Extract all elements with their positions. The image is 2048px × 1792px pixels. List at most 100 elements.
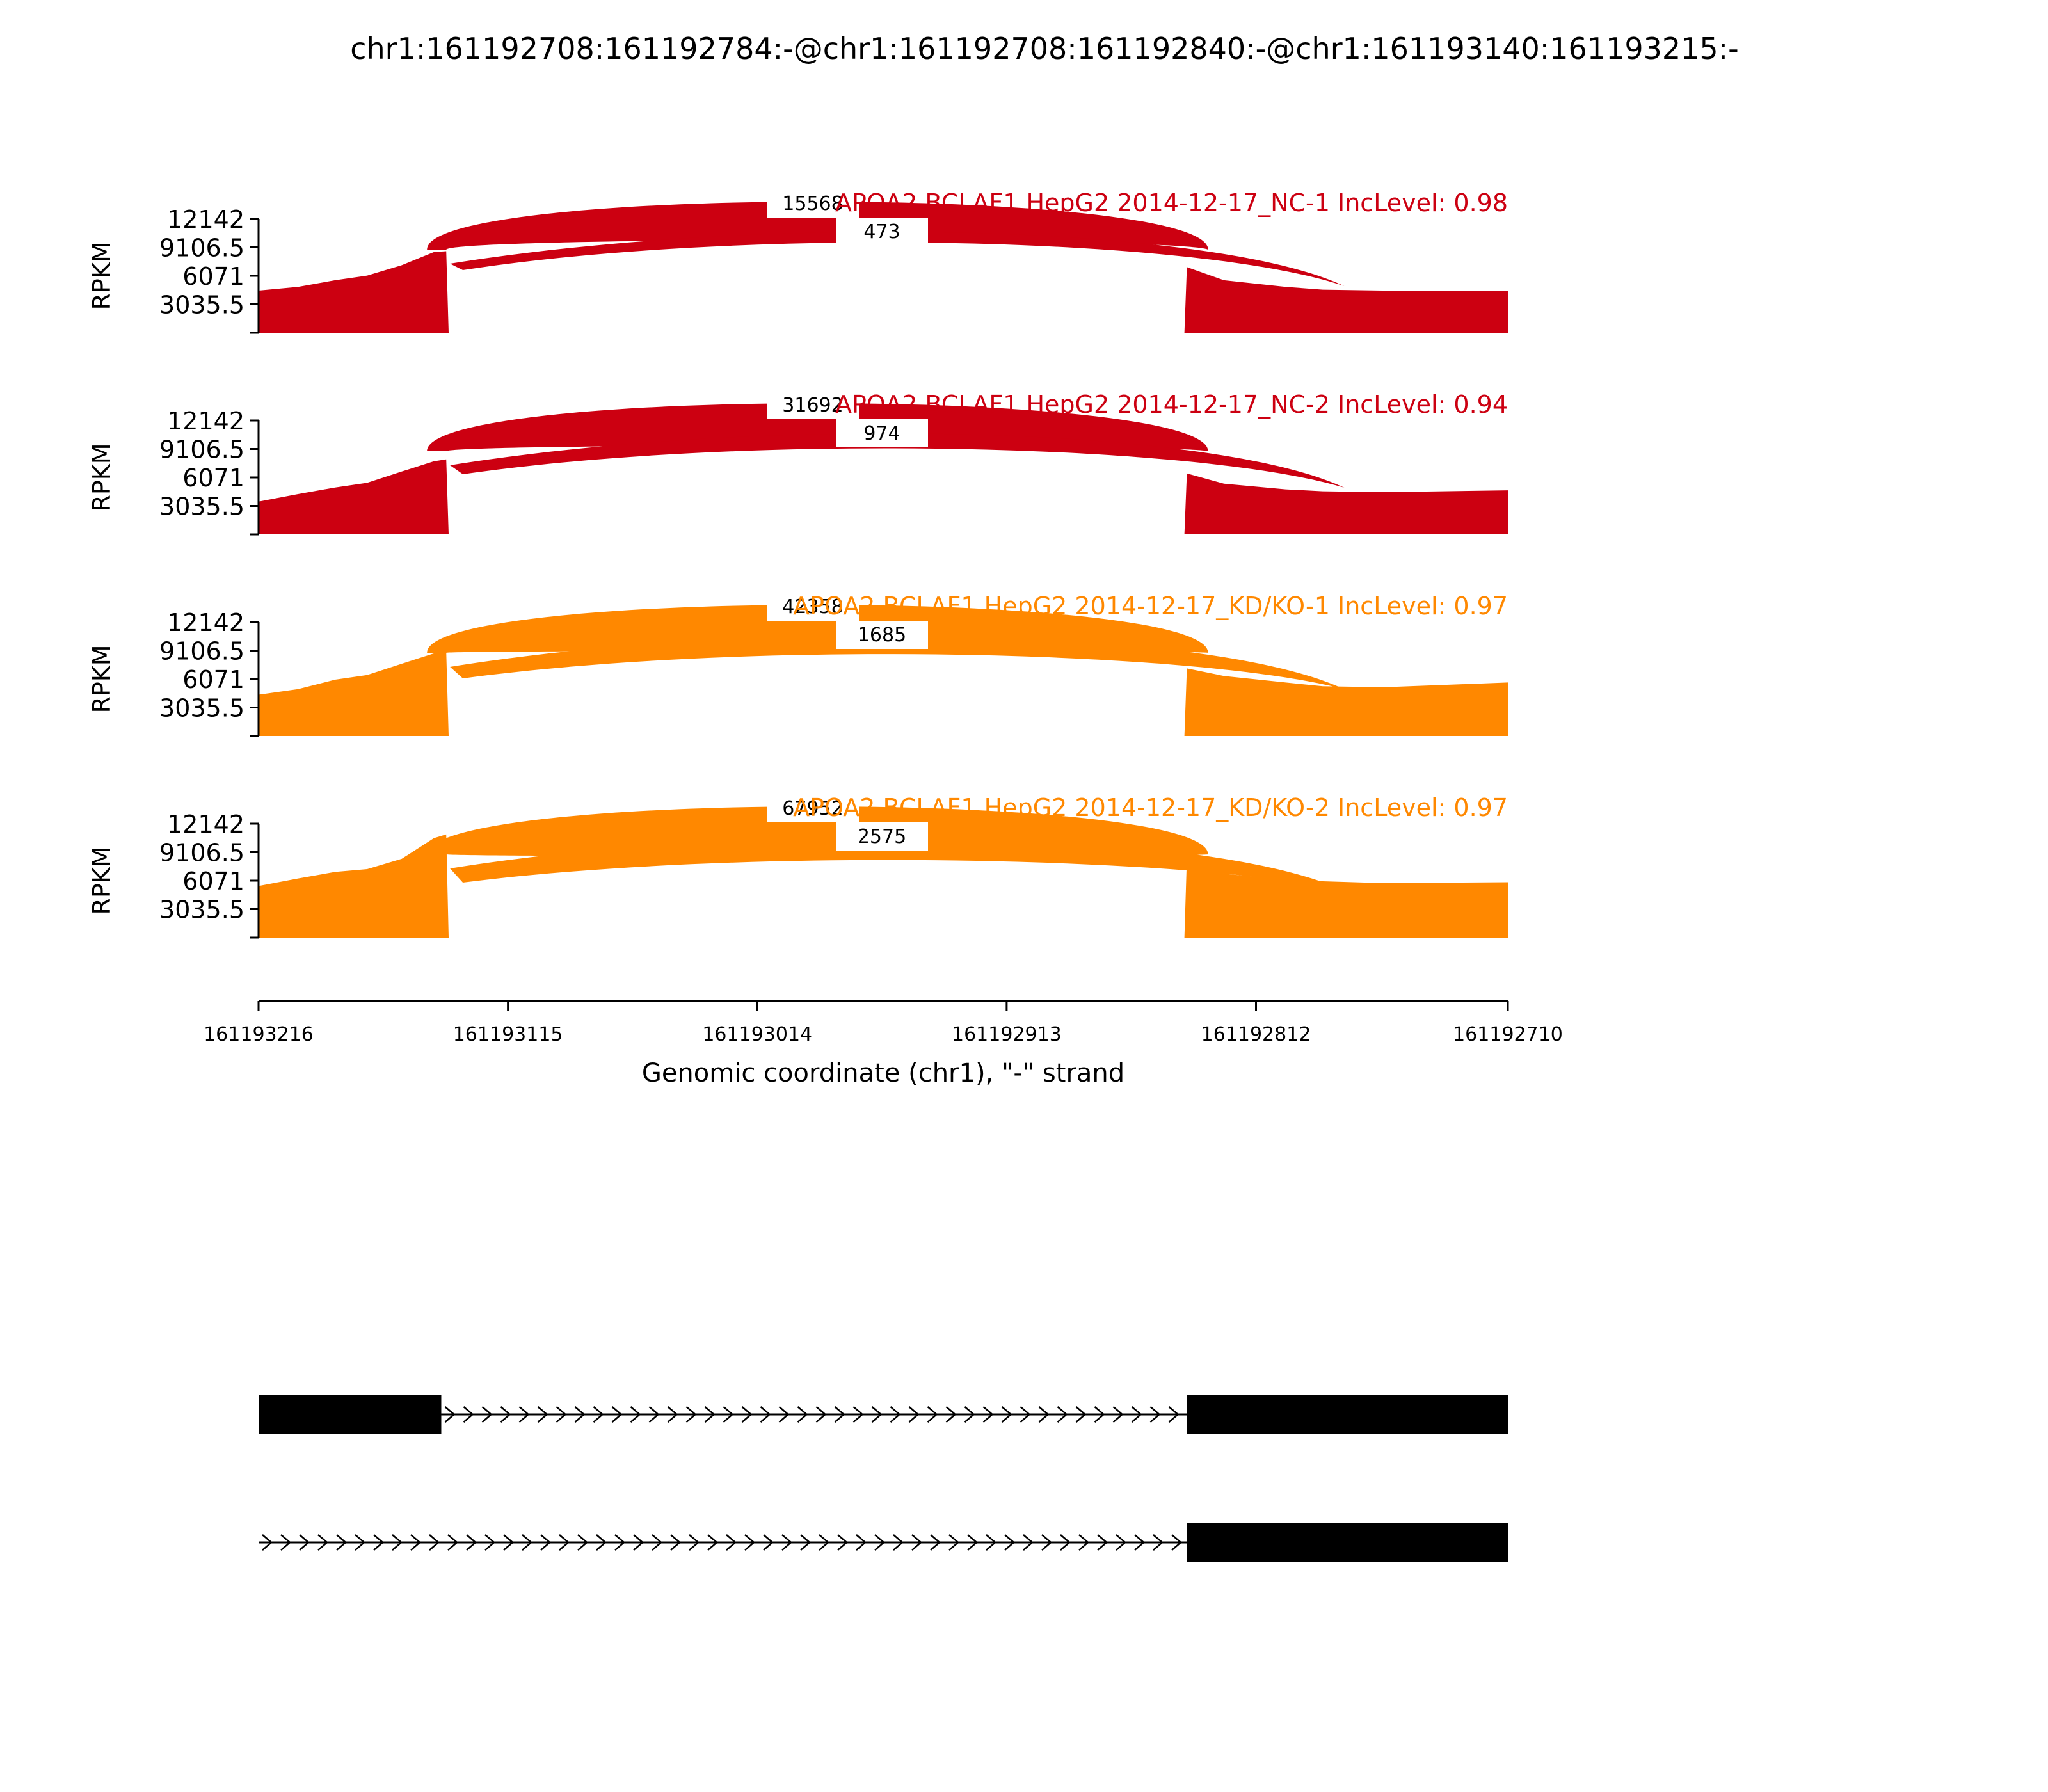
junction-label-box: [767, 391, 859, 419]
strand-arrow: [685, 1406, 697, 1423]
strand-arrow: [429, 1534, 440, 1551]
strand-arrow: [908, 1406, 920, 1423]
strand-arrow: [556, 1406, 567, 1423]
coverage-area: [259, 834, 1508, 938]
strand-arrow: [559, 1534, 570, 1551]
strand-arrow: [577, 1534, 588, 1551]
strand-arrow: [1153, 1534, 1164, 1551]
strand-arrow: [741, 1406, 753, 1423]
strand-arrow: [336, 1534, 347, 1551]
strand-arrow: [834, 1406, 845, 1423]
strand-arrow: [611, 1406, 623, 1423]
strand-arrow: [871, 1406, 883, 1423]
strand-arrow: [1116, 1534, 1126, 1551]
strand-arrow: [1168, 1406, 1180, 1423]
strand-arrow: [1134, 1534, 1145, 1551]
strand-arrow: [1041, 1534, 1052, 1551]
y-axis-label: RPKM: [88, 443, 116, 511]
junction-label-box: [767, 794, 859, 822]
junction-count-label: 2575: [858, 826, 906, 848]
strand-arrow: [890, 1406, 901, 1423]
strand-arrow: [444, 1406, 456, 1423]
strand-arrow: [670, 1534, 681, 1551]
sample-label: APOA2 BCLAF1 HepG2 2014-12-17_NC-2 IncLe…: [835, 390, 1508, 419]
junction-count-label: 974: [863, 422, 900, 445]
y-tick-label: 9106.5: [159, 839, 244, 867]
strand-arrow: [707, 1534, 718, 1551]
strand-arrow: [447, 1534, 458, 1551]
strand-arrow: [726, 1534, 737, 1551]
x-tick-label: 161192913: [952, 1023, 1062, 1046]
coverage-area: [259, 459, 1508, 534]
strand-arrow: [1001, 1406, 1012, 1423]
strand-arrow: [856, 1534, 867, 1551]
x-tick-label: 161192812: [1201, 1023, 1311, 1046]
sample-label: APOA2 BCLAF1 HepG2 2014-12-17_NC-1 IncLe…: [835, 189, 1508, 217]
y-tick-label: 6071: [182, 464, 244, 492]
strand-arrow: [986, 1534, 996, 1551]
strand-arrow: [630, 1406, 641, 1423]
coverage-panel-3: 42358 1685 APOA2 BCLAF1 HepG2 2014-12-17_K…: [88, 592, 1508, 737]
sample-label: APOA2 BCLAF1 HepG2 2014-12-17_KD/KO-1 In…: [793, 592, 1508, 620]
strand-arrow: [1004, 1534, 1015, 1551]
strand-arrow: [299, 1534, 310, 1551]
strand-arrow: [763, 1534, 774, 1551]
strand-arrow: [930, 1534, 941, 1551]
coverage-panel-4: 67952 2575 APOA2 BCLAF1 HepG2 2014-12-17_K…: [88, 794, 1508, 939]
exon-block: [1187, 1395, 1508, 1434]
junction-label-box: [767, 189, 859, 218]
strand-arrow: [593, 1406, 604, 1423]
x-tick-label: 161193014: [702, 1023, 812, 1046]
y-axis-label: RPKM: [88, 241, 116, 310]
strand-arrow: [1112, 1406, 1124, 1423]
strand-arrow: [262, 1534, 273, 1551]
strand-arrow: [410, 1534, 421, 1551]
strand-arrow: [760, 1406, 771, 1423]
exon-block: [1187, 1523, 1508, 1562]
y-axis-label: RPKM: [88, 846, 116, 915]
strand-arrow: [481, 1406, 493, 1423]
junction-count-label: 15568: [782, 193, 843, 215]
strand-arrow: [874, 1534, 885, 1551]
strand-arrow: [815, 1406, 827, 1423]
y-tick-label: 12142: [167, 407, 244, 435]
y-tick-label: 6071: [182, 262, 244, 291]
junction-arc: [450, 836, 1345, 891]
strand-arrow: [392, 1534, 403, 1551]
strand-arrow: [280, 1534, 291, 1551]
strand-arrow: [1060, 1534, 1071, 1551]
isoform-2: [259, 1523, 1508, 1562]
coverage-area: [259, 251, 1508, 333]
figure-title: chr1:161192708:161192784:-@chr1:16119270…: [350, 31, 1739, 66]
strand-arrow: [466, 1534, 477, 1551]
sample-label: APOA2 BCLAF1 HepG2 2014-12-17_KD/KO-2 In…: [793, 794, 1508, 822]
y-tick-label: 3035.5: [159, 291, 244, 319]
coverage-area: [259, 652, 1508, 736]
strand-arrow: [633, 1534, 644, 1551]
strand-arrow: [373, 1534, 384, 1551]
junction-count-label: 42358: [782, 596, 843, 618]
strand-arrow: [893, 1534, 904, 1551]
strand-arrow: [1038, 1406, 1050, 1423]
strand-arrow: [500, 1406, 511, 1423]
y-tick-label: 6071: [182, 666, 244, 694]
x-axis: 161193216 161193115 161193014 161192913 1611…: [204, 1000, 1563, 1088]
junction-label-box: [836, 822, 928, 851]
y-tick-label: 9106.5: [159, 436, 244, 464]
isoform-track: [259, 1395, 1508, 1562]
strand-arrow: [1075, 1406, 1087, 1423]
coverage-panel-2: 31692 974 APOA2 BCLAF1 HepG2 2014-12-17_NC…: [88, 390, 1508, 536]
strand-arrow: [574, 1406, 586, 1423]
strand-arrow: [355, 1534, 365, 1551]
y-tick-label: 3035.5: [159, 694, 244, 723]
strand-arrow: [1171, 1534, 1182, 1551]
y-tick-label: 9106.5: [159, 234, 244, 262]
strand-arrow: [1094, 1406, 1105, 1423]
junction-label-box: [836, 218, 928, 246]
strand-arrow: [852, 1406, 864, 1423]
strand-arrow: [596, 1534, 607, 1551]
strand-arrow: [982, 1406, 994, 1423]
y-tick-label: 9106.5: [159, 637, 244, 666]
strand-arrow: [537, 1406, 548, 1423]
strand-arrow: [723, 1406, 734, 1423]
